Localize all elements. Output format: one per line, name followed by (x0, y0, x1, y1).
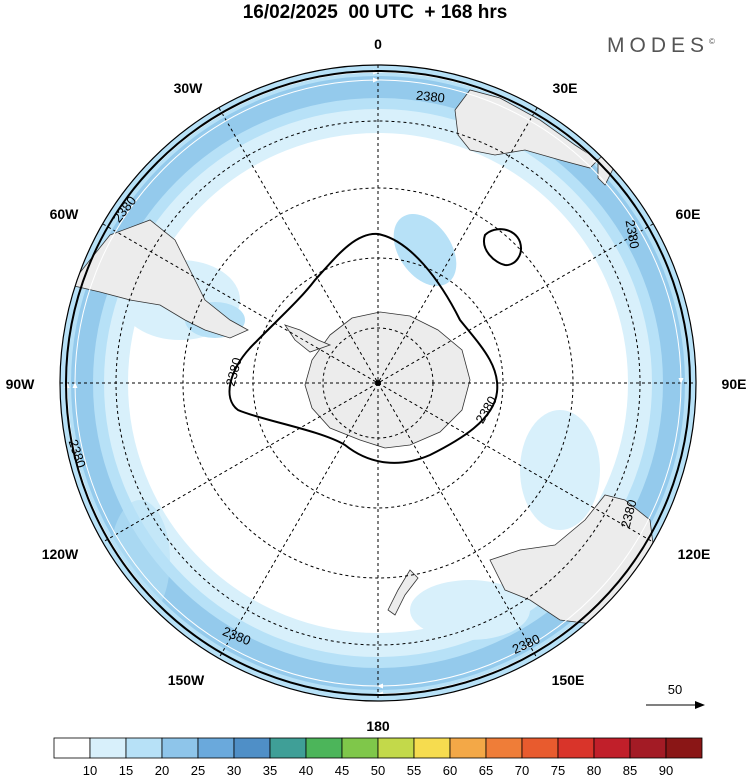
colorbar-label: 75 (551, 763, 565, 778)
colorbar-swatch (593, 737, 631, 759)
map-title: 16/02/2025 00 UTC + 168 hrs (242, 2, 508, 23)
colorbar-label: 35 (263, 763, 277, 778)
lon-label-0: 0 (374, 36, 382, 52)
reference-vector-label: 50 (668, 682, 682, 697)
colorbar-label: 60 (443, 763, 457, 778)
reference-vector: 50 (646, 682, 705, 709)
colorbar-label: 40 (299, 763, 313, 778)
colorbar-swatch (449, 737, 487, 759)
colorbar-swatch (665, 737, 703, 759)
colorbar-swatch (341, 737, 379, 759)
south-america (69, 219, 249, 339)
colorbar-label: 25 (191, 763, 205, 778)
colorbar-label: 30 (227, 763, 241, 778)
colorbar-swatch (305, 737, 343, 759)
contour-label: 2380 (415, 88, 445, 106)
colorbar-swatch (89, 737, 127, 759)
colorbar-label: 55 (407, 763, 421, 778)
geopotential-contours (65, 70, 691, 696)
colorbar-label: 80 (587, 763, 601, 778)
outer-2380-contour (65, 70, 691, 696)
colorbar-swatch (629, 737, 667, 759)
lon-label-90w: 90W (6, 376, 36, 392)
lon-label-150w: 150W (168, 672, 205, 688)
colorbar: 10 15 20 25 30 35 40 45 50 55 60 65 70 75 80 85 90 (53, 737, 703, 778)
lon-label-120w: 120W (42, 546, 79, 562)
colorbar-label: 65 (479, 763, 493, 778)
colorbar-swatch (53, 737, 91, 759)
south-pole-marker (375, 380, 381, 386)
colorbar-swatch (197, 737, 235, 759)
modes-logo: MODES© (607, 34, 715, 57)
longitude-labels: 0 30E 60E 90E 120E 150E 180 150W 120W 90… (6, 36, 747, 734)
lon-label-30w: 30W (174, 80, 204, 96)
colorbar-label: 50 (371, 763, 385, 778)
colorbar-label: 15 (119, 763, 133, 778)
colorbar-swatch (125, 737, 163, 759)
small-2380-contour (483, 228, 522, 267)
antarctic-peninsula (284, 324, 332, 353)
lon-label-90e: 90E (722, 376, 747, 392)
landmasses (69, 89, 656, 626)
australia (489, 494, 656, 626)
colorbar-label: 85 (623, 763, 637, 778)
colorbar-swatch (161, 737, 199, 759)
colorbar-swatch (413, 737, 451, 759)
brand-text: MODES (607, 34, 710, 57)
colorbar-swatch (521, 737, 559, 759)
colorbar-label: 45 (335, 763, 349, 778)
contour-label: 2380 (223, 356, 245, 388)
lon-label-60w: 60W (50, 206, 80, 222)
inner-2380-contour (228, 232, 499, 464)
lon-label-180: 180 (366, 718, 390, 734)
colorbar-swatch (557, 737, 595, 759)
contour-label: 2380 (623, 219, 643, 250)
colorbar-label: 90 (659, 763, 673, 778)
lon-label-30e: 30E (553, 80, 578, 96)
map-border (59, 64, 697, 702)
colorbar-swatch (233, 737, 271, 759)
colorbar-swatch (485, 737, 523, 759)
colorbar-swatch (377, 737, 415, 759)
africa (454, 89, 599, 169)
new-zealand (387, 569, 419, 616)
colorbar-label: 20 (155, 763, 169, 778)
lon-label-60e: 60E (676, 206, 701, 222)
contour-label: 2380 (618, 498, 640, 530)
colorbar-label: 70 (515, 763, 529, 778)
colorbar-swatch (269, 737, 307, 759)
lon-label-150e: 150E (552, 672, 585, 688)
colorbar-label: 10 (83, 763, 97, 778)
antarctica (304, 311, 471, 449)
lon-label-120e: 120E (678, 546, 711, 562)
